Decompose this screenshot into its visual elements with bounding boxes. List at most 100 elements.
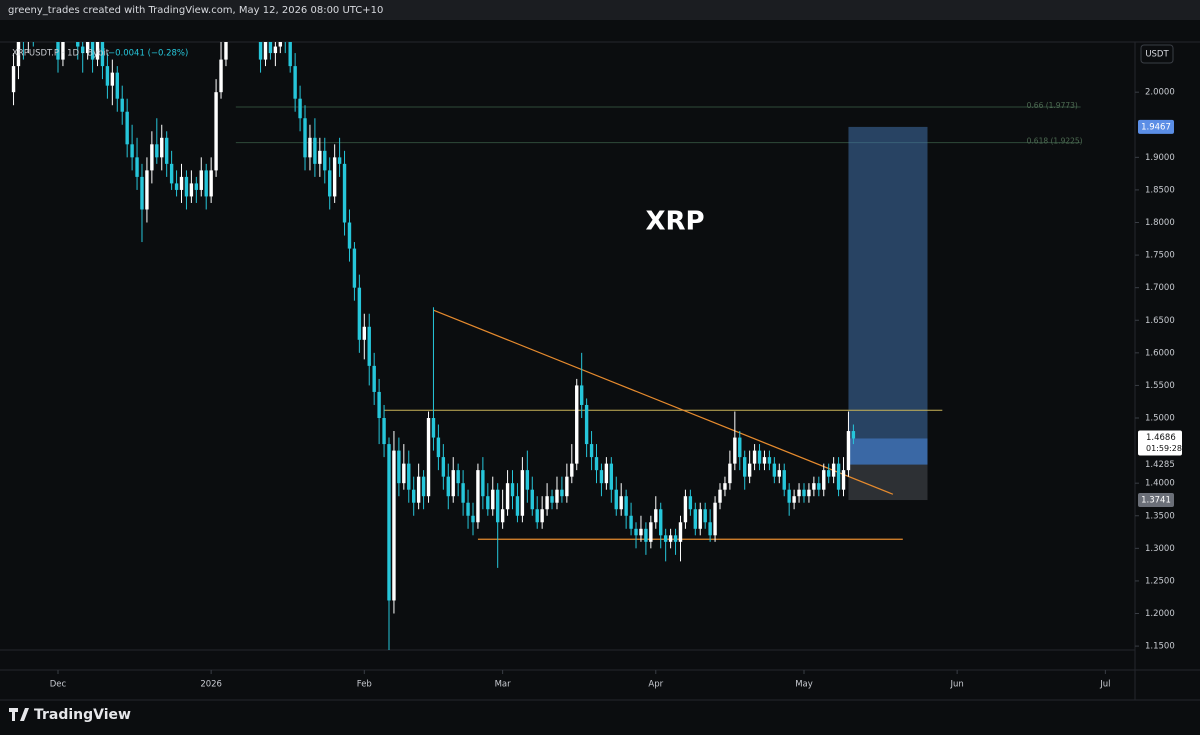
candle-body (199, 170, 203, 190)
candle-body (802, 489, 806, 497)
candle-body (619, 496, 623, 510)
stop-zone (848, 464, 928, 501)
candle-body (767, 457, 772, 464)
candle-body (688, 496, 693, 510)
candle-body (140, 176, 144, 210)
candle-body (155, 144, 159, 158)
candle-body (486, 496, 490, 510)
candle-body (392, 450, 396, 601)
candle-body (412, 489, 416, 503)
candle-body (703, 509, 707, 523)
candle-body (446, 476, 450, 497)
candle-body (189, 183, 194, 197)
candle-body (772, 463, 777, 477)
candle-body (723, 483, 727, 490)
candle-body (426, 418, 431, 497)
candle-body (787, 489, 791, 503)
candle-body (747, 463, 752, 477)
candle-body (416, 476, 421, 503)
candle-body (575, 385, 579, 464)
y-tick-label: 1.4000 (1145, 479, 1175, 489)
candle-body (757, 450, 762, 464)
candle-body (752, 450, 757, 464)
candle-body (209, 170, 213, 197)
candle-body (16, 42, 21, 67)
candle-body (466, 502, 470, 516)
candle-body (668, 535, 673, 542)
candle-body (659, 509, 663, 536)
candle-body (718, 489, 722, 503)
candle-body (515, 496, 520, 516)
x-tick-label: May (795, 680, 813, 690)
candle-body (471, 515, 475, 523)
candle-body (698, 509, 702, 529)
candle-body (807, 489, 811, 497)
candle-body (500, 509, 505, 523)
candle-body (357, 287, 362, 340)
change: −0.0041 (−0.28%) (108, 49, 188, 59)
y-tick-label: 1.3000 (1145, 544, 1175, 554)
candle-body (461, 483, 465, 503)
candle-body (584, 404, 589, 445)
entry-label: 1.4285 (1145, 460, 1175, 470)
candle-body (624, 496, 628, 516)
candle-body (387, 444, 391, 601)
candle-body (150, 144, 154, 171)
candles (11, 42, 856, 650)
plot: 0.66 (1.9773) 0.618 (1.9225) (11, 42, 1083, 650)
candle-body (204, 170, 208, 197)
currency-box[interactable] (1140, 44, 1174, 64)
candle-body (733, 437, 737, 464)
candle-body (822, 470, 826, 490)
candle-body (817, 483, 821, 490)
y-tick-label: 1.9000 (1145, 153, 1175, 163)
candle-body (337, 157, 342, 164)
candle-body (663, 535, 668, 542)
candle-body (673, 535, 678, 542)
y-tick-label: 1.1500 (1145, 642, 1175, 652)
candle-body (644, 528, 648, 542)
candle-body (614, 489, 618, 510)
candle-body (555, 489, 559, 503)
candle-body (540, 509, 544, 523)
stop-label: 1.3741 (1141, 496, 1171, 506)
symbol: XRPUSDT.P · 1D · Bybit (12, 49, 110, 59)
candle-body (792, 496, 796, 503)
fib-label: 0.618 (1.9225) (1027, 137, 1083, 146)
candle-body (268, 42, 273, 54)
last-price-label: 1.4686 (1146, 433, 1176, 443)
target-zone (848, 126, 928, 465)
candle-body (56, 42, 60, 60)
candle-body (80, 46, 85, 54)
y-tick-label: 1.3500 (1145, 511, 1175, 521)
candle-body (308, 137, 312, 158)
candle-body (441, 457, 446, 477)
candle-body (456, 470, 460, 484)
candle-body (629, 515, 633, 529)
x-tick-label: Jul (1099, 680, 1110, 690)
candle-body (841, 470, 846, 490)
candle-body (328, 170, 332, 197)
candle-body (846, 431, 851, 471)
chart-title: XRP (645, 207, 704, 237)
y-tick-label: 1.5500 (1145, 381, 1175, 391)
candle-body (510, 483, 515, 497)
candle-body (342, 163, 347, 223)
currency[interactable]: USDT (1145, 50, 1169, 60)
candle-body (599, 470, 604, 484)
candle-body (491, 489, 495, 510)
candle-body (728, 463, 732, 484)
candle-body (851, 431, 856, 439)
candle-body (362, 326, 367, 340)
footer-text: TradingView (34, 707, 131, 723)
candle-body (476, 470, 480, 523)
candle-body (323, 150, 327, 171)
candle-body (451, 470, 455, 497)
candle-body (313, 137, 317, 164)
x-tick-label: Mar (495, 680, 512, 690)
footer-logo: TradingView (9, 707, 131, 723)
candle-body (836, 463, 841, 490)
candle-body (609, 463, 614, 490)
